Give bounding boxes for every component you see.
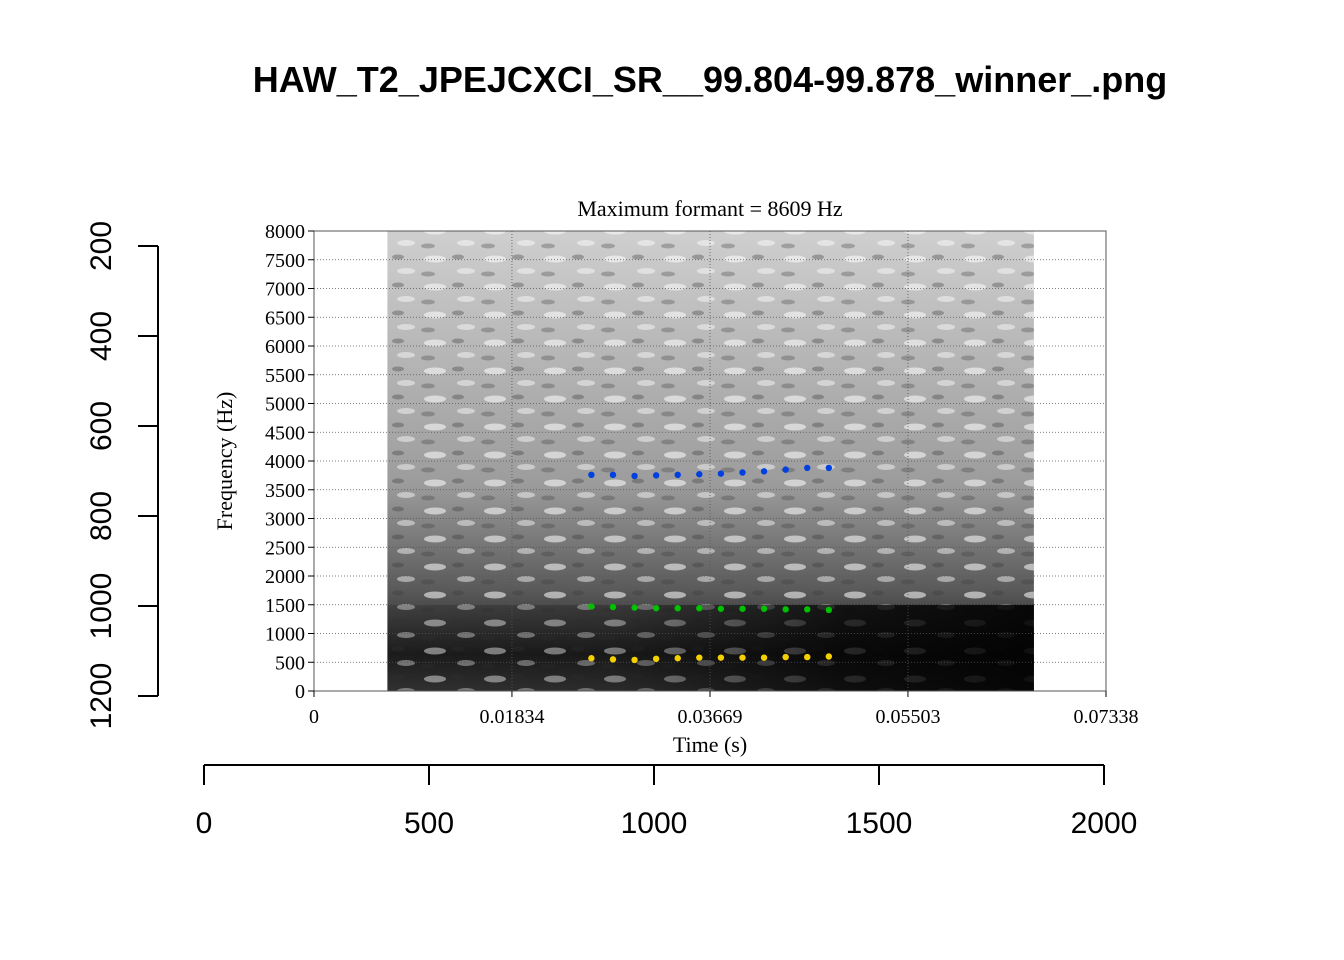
x-tick-label: 0 [309,706,319,728]
grid [313,230,1107,692]
outer-y-tick-label: 200 [85,221,118,271]
formant-point [609,471,617,478]
formant-point [825,606,833,614]
outer-x-tick-label: 1500 [846,807,913,840]
outer-y-tick-label: 800 [85,491,118,541]
formant-point [825,653,833,660]
formant-point [804,653,811,661]
y-axis: 0 500 1000 1500 2000 2500 3000 3500 4000 4500 5000… [265,221,314,703]
y-tick-label: 4500 [265,422,305,444]
formant-point [696,605,703,612]
y-tick-label: 6500 [265,307,305,329]
y-tick-label: 5500 [265,365,305,387]
x-axis: 0 0.01834 0.03669 0.05503 0.07338 [309,691,1139,728]
y-tick-label: 1500 [265,595,305,617]
y-tick-label: 500 [275,652,305,674]
outer-y-tick-label: 1000 [85,573,118,640]
formant-point [717,654,725,661]
formant-point [652,655,660,662]
formant-point [588,655,595,662]
outer-y-tick-label: 400 [85,311,118,361]
formant-point [588,603,595,610]
chart-title: Maximum formant = 8609 Hz [577,196,843,221]
y-tick-label: 6000 [265,336,305,358]
formant-point [760,654,768,661]
formant-point [674,655,681,662]
formant-series-3 [588,464,833,480]
y-tick-label: 1000 [265,624,305,646]
low-frequency-band [387,604,1034,691]
formant-point [588,471,595,478]
y-tick-label: 2000 [265,566,305,588]
formant-tracks [588,464,833,664]
outer-x-tick-label: 500 [404,807,454,840]
y-tick-label: 7000 [265,279,305,301]
y-tick-label: 3000 [265,509,305,531]
formant-series-1 [588,653,833,664]
formant-point [782,606,789,613]
formant-series-2 [588,603,833,614]
formant-point [696,654,703,661]
formant-point [674,605,681,612]
x-tick-label: 0.05503 [875,706,940,728]
formant-point [825,464,833,472]
y-tick-label: 7500 [265,250,305,272]
outer-y-tick-label: 1200 [85,663,118,730]
formant-point [739,654,746,661]
outer-x-tick-label: 2000 [1071,807,1138,840]
outer-x-axis: 0 500 1000 1500 2000 [196,764,1138,840]
formant-point [652,605,660,612]
formant-point [782,466,789,473]
formant-point [782,653,789,661]
figure-title: HAW_T2_JPEJCXCI_SR__99.804-99.878_winner… [253,59,1167,100]
outer-x-tick-label: 0 [196,807,213,840]
y-axis-label: Frequency (Hz) [212,392,237,531]
formant-point [609,603,617,611]
outer-y-axis: 200 400 600 800 1000 1200 [85,221,159,730]
formant-point [804,464,811,472]
formant-point [717,470,725,477]
x-axis-label: Time (s) [673,732,747,757]
formant-point [696,471,703,478]
formant-point [739,605,746,612]
formant-point [631,604,638,611]
formant-point [609,656,617,663]
y-tick-label: 0 [295,681,305,703]
formant-point [760,468,768,475]
x-tick-label: 0.01834 [479,706,544,728]
formant-point [631,656,638,664]
formant-point [717,605,725,612]
formant-point [674,471,681,478]
y-tick-label: 2500 [265,537,305,559]
formant-point [631,472,638,480]
y-tick-label: 8000 [265,221,305,243]
y-tick-label: 4000 [265,451,305,473]
formant-point [804,606,811,613]
outer-y-tick-label: 600 [85,401,118,451]
y-tick-label: 5000 [265,394,305,416]
formant-point [739,469,746,476]
outer-x-tick-label: 1000 [621,807,688,840]
x-tick-label: 0.03669 [678,706,743,728]
spectrogram-plot: 0 500 1000 1500 2000 2500 3000 3500 4000 4500 5000… [212,196,1139,757]
y-tick-label: 3500 [265,480,305,502]
formant-point [760,605,768,612]
x-tick-label: 0.07338 [1074,706,1139,728]
formant-point [652,472,660,479]
